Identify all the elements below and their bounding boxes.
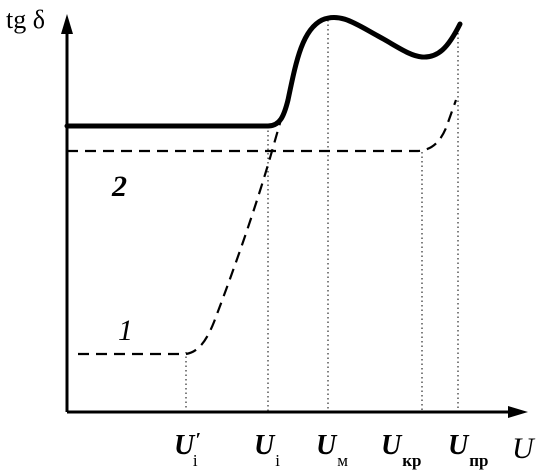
- tick-upr: Uпр: [448, 430, 488, 470]
- x-axis-label: U: [512, 432, 536, 465]
- tick-ui-prime: U′ i: [174, 429, 201, 470]
- guide-lines: [185, 20, 459, 412]
- envelope-curve: [64, 14, 463, 129]
- tick-upr-sub: пр: [469, 451, 488, 470]
- y-axis-label: tg δ: [6, 5, 45, 34]
- tick-ui: Ui: [254, 430, 280, 470]
- tick-ui-sub: i: [275, 451, 280, 470]
- tick-um-sub: м: [337, 451, 348, 470]
- tick-labels: U′ i Ui Uм Uкр Uпр: [174, 429, 488, 470]
- tick-ukr: Uкр: [381, 430, 421, 470]
- curve-2: [67, 99, 458, 153]
- tick-ui-prime-main: U: [174, 430, 196, 461]
- tick-upr-main: U: [448, 430, 470, 461]
- tick-ukr-main: U: [381, 430, 403, 461]
- curve-1: [78, 115, 284, 356]
- tick-ui-main: U: [254, 430, 276, 461]
- tick-ukr-sub: кр: [402, 451, 421, 470]
- y-axis-arrow: [61, 14, 73, 34]
- curve-1-label: 1: [118, 314, 133, 347]
- tick-ui-prime-prime: ′: [195, 429, 201, 451]
- tick-ui-prime-sub: i: [193, 451, 198, 470]
- curve-2-label: 2: [111, 170, 127, 203]
- x-axis-arrow: [508, 406, 528, 418]
- tick-um-main: U: [316, 430, 338, 461]
- tick-um: Uм: [316, 430, 348, 470]
